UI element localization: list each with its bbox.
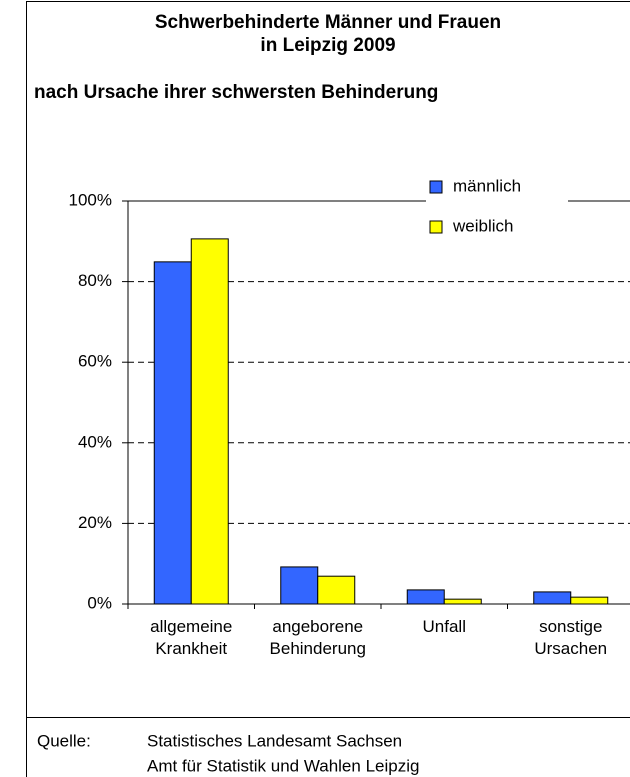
legend-box: [426, 175, 568, 241]
source-label: Quelle:: [37, 731, 91, 750]
x-tick-label: Unfall: [423, 617, 466, 636]
y-tick-label: 20%: [78, 513, 112, 532]
legend-swatch: [429, 180, 443, 194]
bar: [533, 591, 572, 605]
x-tick-label-line: Krankheit: [155, 639, 227, 658]
y-tick-label: 100%: [69, 190, 112, 209]
x-tick-label-line: angeborene: [272, 617, 363, 636]
x-tick-label: allgemeine Krankheit: [150, 617, 232, 658]
chart-title: Schwerbehinderte Männer und Frauen: [155, 12, 501, 33]
legend-label: männlich: [453, 176, 521, 195]
y-tick-label: 0%: [87, 593, 112, 612]
bar: [190, 238, 229, 605]
bar: [317, 575, 356, 605]
bar: [443, 598, 482, 605]
chart-title: nach Ursache ihrer schwersten Behinderun…: [34, 82, 438, 103]
source-line: Statistisches Landesamt Sachsen: [147, 731, 402, 750]
frame: [26, 1, 630, 777]
x-tick-label-line: allgemeine: [150, 617, 232, 636]
bar: [280, 566, 319, 605]
x-tick-label-line: Behinderung: [270, 639, 366, 658]
y-tick-label: 80%: [78, 271, 112, 290]
bar: [153, 261, 192, 605]
x-tick-label-line: Unfall: [423, 617, 466, 636]
legend-label: weiblich: [452, 216, 513, 235]
y-tick-label: 60%: [78, 352, 112, 371]
bar: [406, 589, 445, 605]
legend-swatch: [429, 220, 443, 234]
bar: [570, 596, 609, 605]
source-line: Amt für Statistik und Wahlen Leipzig: [147, 756, 419, 775]
chart-title: in Leipzig 2009: [260, 35, 395, 56]
x-tick-label-line: Ursachen: [534, 639, 607, 658]
y-tick-label: 40%: [78, 432, 112, 451]
x-tick-label-line: sonstige: [539, 617, 602, 636]
x-tick-label: angeborene Behinderung: [270, 617, 366, 658]
x-tick-label: sonstige Ursachen: [534, 617, 607, 658]
